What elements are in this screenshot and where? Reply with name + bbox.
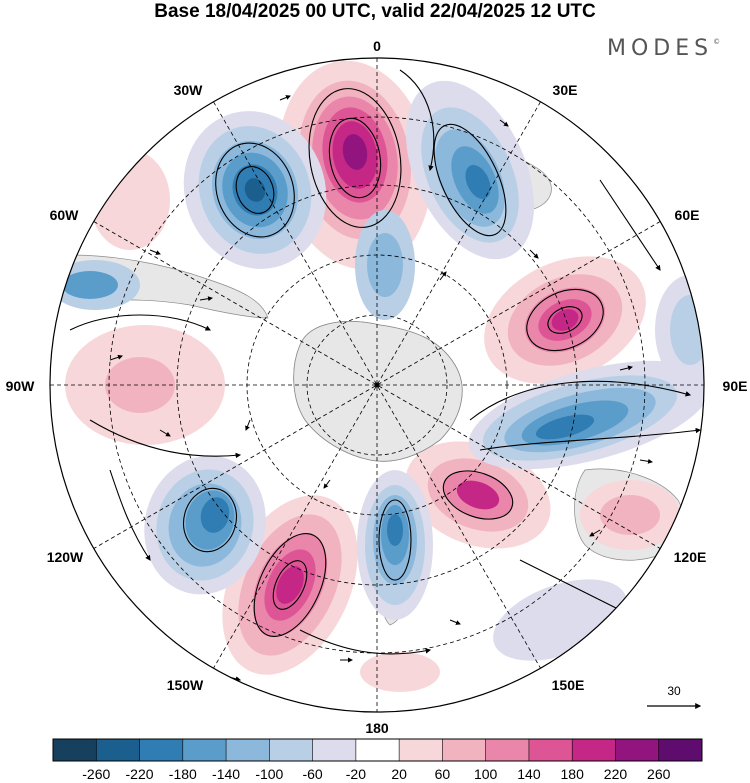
colorbar-swatch — [658, 739, 703, 761]
anomaly-negative-nne — [355, 80, 535, 320]
colorbar-tick-label: -100 — [255, 766, 283, 782]
lon-label-150w: 150W — [167, 677, 204, 693]
colorbar-swatch — [269, 739, 314, 761]
colorbar-tick-label: 180 — [561, 766, 585, 782]
lon-label-180: 180 — [365, 720, 389, 736]
anomaly-positive-ne — [484, 256, 646, 384]
colorbar-swatch — [442, 739, 487, 761]
colorbar-tick-label: 140 — [517, 766, 541, 782]
colorbar-tick-label: 100 — [474, 766, 498, 782]
colorbar-swatch — [485, 739, 530, 761]
wind-arrows — [109, 95, 653, 663]
graticule — [50, 58, 704, 712]
lon-label-120e: 120E — [674, 549, 707, 565]
lon-label-120w: 120W — [47, 549, 84, 565]
colorbar-swatch — [226, 739, 270, 761]
map-boundary — [49, 57, 705, 713]
colorbar-swatch — [528, 739, 573, 761]
land-antarctica-overlay — [293, 321, 463, 462]
south-pole-marker — [374, 382, 380, 388]
reference-vector: 30 — [647, 684, 702, 709]
colorbar-swatch — [399, 739, 443, 761]
colorbar-frame — [52, 738, 703, 762]
anomaly-negative-nw — [183, 111, 327, 269]
colorbar-swatch — [572, 739, 616, 761]
lon-label-30w: 30W — [174, 82, 204, 98]
map-title: Base 18/04/2025 00 UTC, valid 22/04/2025… — [154, 1, 596, 22]
reference-vector-label: 30 — [667, 684, 681, 698]
colorbar-tick-label: -140 — [212, 766, 240, 782]
colorbar-swatch — [96, 739, 141, 761]
colorbar-tick-label: 20 — [391, 766, 407, 782]
colorbar-swatch — [182, 739, 227, 761]
lon-label-150e: 150E — [552, 677, 585, 693]
colorbar-tick-label: -260 — [82, 766, 110, 782]
lon-label-90e: 90E — [723, 378, 748, 394]
lon-label-90w: 90W — [6, 378, 36, 394]
colorbar-tick-label: 60 — [435, 766, 451, 782]
anomaly-negative-s — [357, 470, 433, 620]
lon-label-60e: 60E — [675, 207, 700, 223]
colorbar-swatch — [355, 739, 400, 761]
colorbar-tick-label: -220 — [126, 766, 154, 782]
map-disc — [50, 58, 704, 712]
colorbar-tick-label: -60 — [302, 766, 322, 782]
colorbar-swatch — [139, 739, 184, 761]
colorbar-tick-label: -180 — [169, 766, 197, 782]
colorbar-swatch — [312, 739, 357, 761]
longitude-labels: 0 30E 60E 90E 120E 150E 180 150W 120W 90… — [6, 38, 748, 736]
colorbar-tick-label: -20 — [346, 766, 366, 782]
colorbar-swatch — [53, 739, 97, 761]
lon-label-30e: 30E — [553, 82, 578, 98]
colorbar: -260 -220 -180 -140 -100 -60 -20 20 60 100 140 180 2… — [52, 738, 703, 782]
lon-label-60w: 60W — [50, 207, 80, 223]
anomaly-field — [50, 60, 704, 692]
modes-logo: MODES© — [607, 36, 721, 61]
colorbar-tick-label: 260 — [647, 766, 671, 782]
colorbar-tick-label: 220 — [604, 766, 628, 782]
anomaly-negative-e — [468, 360, 704, 470]
colorbar-swatch — [615, 739, 660, 761]
lon-label-0: 0 — [373, 38, 381, 54]
